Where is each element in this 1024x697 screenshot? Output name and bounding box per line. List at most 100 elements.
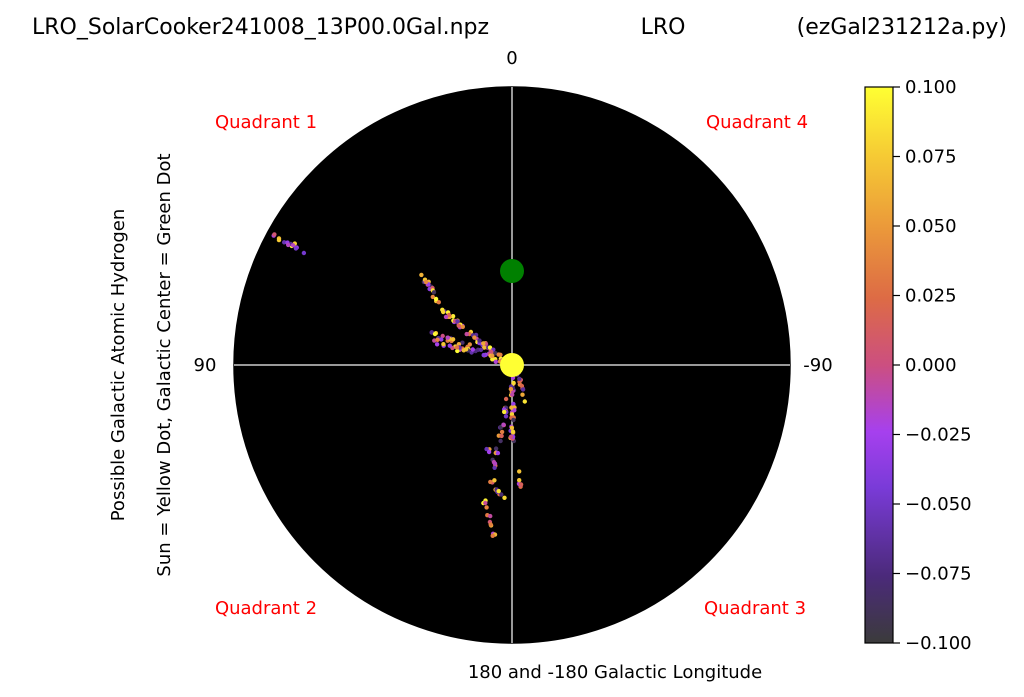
scatter-point: [519, 383, 525, 389]
colorbar: [864, 86, 894, 644]
scatter-point: [490, 357, 495, 362]
scatter-point: [517, 478, 522, 483]
colorbar-tick-label: 0.025: [905, 286, 957, 307]
axis-label-top: 0: [506, 48, 517, 69]
scatter-point: [503, 414, 509, 419]
scatter-point: [482, 345, 487, 350]
scatter-point: [511, 380, 516, 386]
colorbar-tick-label: −0.075: [905, 564, 972, 585]
scatter-point: [517, 469, 522, 474]
quadrant-3-label: Quadrant 3: [704, 598, 806, 619]
scatter-point: [502, 495, 507, 500]
scatter-point: [501, 422, 506, 427]
scatter-point: [487, 345, 493, 350]
title-filename: LRO_SolarCooker241008_13P00.0Gal.npz: [32, 15, 489, 40]
scatter-point: [430, 294, 435, 300]
scatter-point: [499, 433, 504, 439]
scatter-point: [460, 324, 465, 329]
quadrant-2-label: Quadrant 2: [215, 598, 317, 619]
scatter-point: [433, 296, 439, 302]
scatter-point: [492, 478, 497, 483]
scatter-point: [511, 401, 516, 407]
scatter-point: [493, 446, 499, 451]
ylabel-line-1: Possible Galactic Atomic Hydrogen: [108, 209, 129, 522]
colorbar-tick-label: −0.050: [905, 494, 972, 515]
scatter-point: [464, 331, 469, 337]
scatter-point: [483, 500, 488, 506]
colorbar-tick-label: −0.025: [905, 425, 972, 446]
quadrant-4-label: Quadrant 4: [706, 112, 808, 133]
scatter-point: [432, 331, 438, 337]
scatter-point: [490, 353, 495, 359]
galactic-center-dot: [500, 259, 524, 283]
scatter-point: [478, 347, 484, 352]
scatter-point: [445, 335, 450, 340]
scatter-point: [498, 438, 503, 444]
scatter-point: [511, 417, 516, 423]
scatter-point: [492, 465, 497, 470]
scatter-point: [488, 522, 493, 527]
colorbar-tick-label: 0.100: [905, 77, 957, 98]
scatter-point: [509, 425, 515, 430]
scatter-point: [481, 341, 486, 346]
scatter-point: [293, 246, 299, 251]
colorbar-ticks: 0.100 0.075 0.050 0.025 0.000 −0.025 −0.050 −0.…: [893, 77, 972, 654]
scatter-point: [509, 405, 514, 410]
scatter-point: [450, 314, 456, 319]
scatter-point: [435, 337, 440, 342]
scatter-point: [460, 340, 465, 345]
scatter-point: [434, 342, 440, 347]
scatter-point: [419, 272, 424, 278]
axis-label-left: 90: [194, 355, 217, 376]
scatter-point: [509, 412, 515, 417]
scatter-point: [508, 434, 514, 439]
scatter-point: [510, 429, 516, 434]
scatter-point: [301, 250, 307, 256]
scatter-point: [276, 237, 282, 243]
scatter-point: [436, 300, 441, 305]
scatter-point: [286, 242, 291, 248]
scatter-point: [499, 429, 505, 435]
scatter-point: [488, 513, 493, 519]
quadrant-1-label: Quadrant 1: [215, 112, 317, 133]
scatter-point: [456, 342, 462, 347]
scatter-point: [454, 345, 460, 350]
scatter-point: [443, 314, 449, 320]
scatter-point: [447, 343, 452, 348]
scatter-point: [499, 492, 504, 497]
scatter-point: [488, 479, 493, 485]
scatter-point: [517, 376, 522, 381]
colorbar-tick-label: 0.075: [905, 147, 957, 168]
scatter-point: [486, 449, 492, 455]
xlabel: 180 and -180 Galactic Longitude: [468, 662, 762, 683]
scatter-point: [450, 337, 456, 342]
scatter-point: [472, 335, 477, 340]
scatter-point: [495, 450, 501, 456]
scatter-point: [440, 333, 445, 339]
scatter-point: [272, 232, 277, 237]
scatter-point: [455, 319, 460, 324]
sun-dot: [500, 353, 524, 377]
scatter-point: [520, 392, 525, 397]
scatter-point: [518, 482, 524, 487]
scatter-point: [490, 533, 495, 538]
scatter-point: [484, 446, 489, 452]
colorbar-tick-label: 0.000: [905, 355, 957, 376]
colorbar-tick-label: −0.100: [905, 633, 972, 654]
scatter-point: [520, 387, 526, 392]
scatter-point: [439, 337, 444, 342]
scatter-point: [503, 396, 509, 402]
scatter-point: [431, 290, 437, 295]
scatter-point: [463, 347, 469, 352]
scatter-point: [493, 359, 498, 364]
colorbar-tick-label: 0.050: [905, 216, 957, 237]
scatter-point: [496, 488, 501, 494]
scatter-point: [441, 309, 446, 315]
scatter-point: [502, 409, 507, 415]
title-script: (ezGal231212a.py): [797, 15, 1007, 40]
scatter-point: [470, 347, 475, 352]
axis-label-right: -90: [803, 355, 832, 376]
scatter-point: [492, 461, 498, 466]
scatter-point: [290, 243, 296, 248]
